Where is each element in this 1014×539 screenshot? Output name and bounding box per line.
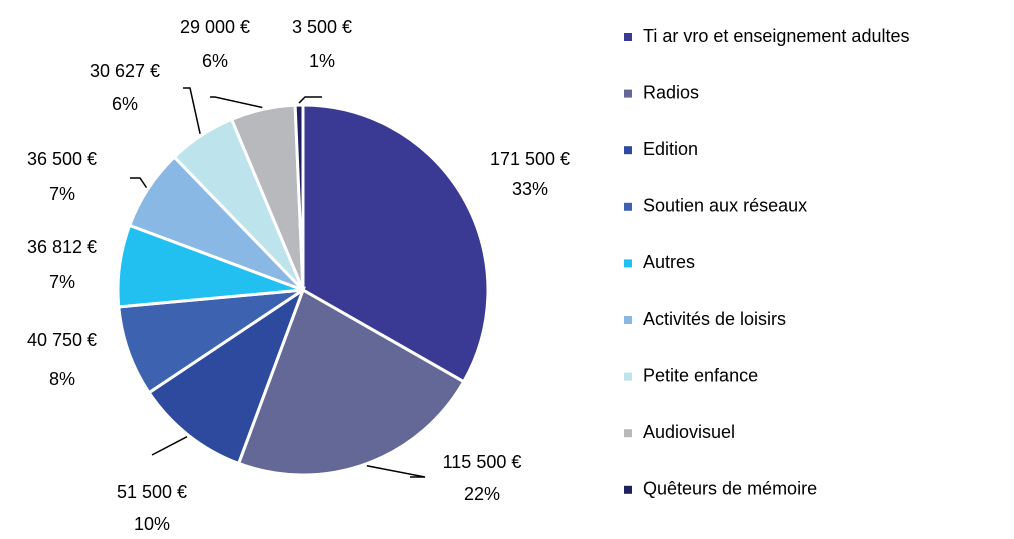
percent-label: 22% (464, 484, 500, 504)
legend-swatch (624, 429, 632, 438)
legend-swatch (624, 89, 632, 98)
value-label: 51 500 € (117, 482, 187, 502)
percent-label: 6% (112, 94, 138, 114)
percent-label: 10% (134, 514, 170, 534)
legend-label: Activités de loisirs (643, 309, 786, 329)
leader-line (298, 96, 322, 104)
percent-label: 33% (512, 179, 548, 199)
legend-swatch (624, 372, 632, 381)
percent-label: 1% (309, 51, 335, 71)
leader-line (210, 96, 263, 109)
legend-swatch (624, 316, 632, 324)
percent-label: 7% (49, 184, 75, 204)
pie-slice (146, 286, 307, 466)
legend-label: Audiovisuel (643, 422, 735, 442)
legend-label: Autres (643, 252, 695, 272)
legend-swatch (624, 485, 632, 494)
legend-label: Ti ar vro et enseignement adultes (643, 26, 909, 46)
legend-label: Radios (643, 82, 699, 102)
pie-slice (293, 103, 305, 291)
legend-label: Edition (643, 139, 698, 159)
value-label: 115 500 € (443, 452, 522, 472)
value-label: 30 627 € (90, 61, 160, 81)
legend-label: Quêteurs de mémoire (643, 479, 817, 499)
leader-line (366, 465, 426, 478)
value-label: 29 000 € (180, 17, 250, 37)
value-label: 40 750 € (27, 330, 97, 350)
leader-line (183, 87, 201, 135)
percent-label: 7% (49, 272, 75, 292)
percent-label: 8% (49, 369, 75, 389)
legend-swatch (624, 33, 632, 41)
value-label: 36 500 € (27, 149, 97, 169)
legend-label: Soutien aux réseaux (643, 196, 807, 216)
value-label: 36 812 € (27, 237, 97, 257)
pie-slice (236, 287, 466, 477)
legend-swatch (624, 146, 632, 155)
value-label: 3 500 € (292, 17, 352, 37)
legend-swatch (624, 259, 632, 268)
value-label: 171 500 € (490, 149, 570, 169)
leader-line (151, 436, 188, 456)
leader-line (130, 177, 148, 189)
pie-slice (301, 103, 490, 384)
pie-slice (117, 288, 304, 395)
legend-swatch (624, 202, 632, 211)
legend-label: Petite enfance (643, 365, 758, 385)
percent-label: 6% (202, 51, 228, 71)
